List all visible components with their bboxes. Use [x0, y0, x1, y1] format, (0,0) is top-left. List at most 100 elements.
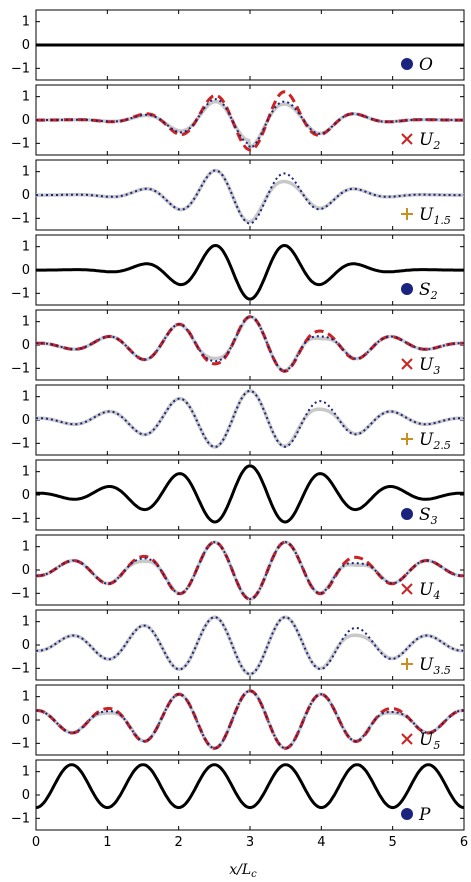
panel-frame	[35, 459, 465, 531]
panel-frame	[35, 759, 465, 831]
y-tick-label: 1	[22, 15, 30, 30]
panel-7: 1 0 −1 U4	[11, 534, 465, 606]
y-tick-label: −1	[11, 136, 30, 151]
y-tick-label: 1	[22, 465, 30, 480]
y-tick-label: 0	[22, 563, 30, 578]
panel-2: 1 0 −1 U1.5	[11, 159, 465, 231]
series-line	[35, 243, 465, 301]
panel-label: U5	[419, 730, 440, 752]
panel-1: 1 0 −1 U2	[11, 84, 465, 156]
panel-label: U2.5	[419, 430, 451, 452]
y-tick-label: 1	[22, 165, 30, 180]
panel-label-sub: 2	[432, 139, 440, 152]
panel-6: 1 0 −1 S3	[11, 459, 465, 531]
panel-label-sub: 1.5	[433, 214, 451, 227]
y-tick-label: 1	[22, 615, 30, 630]
plus-marker	[401, 433, 413, 445]
series-navy-dotted-line	[36, 389, 464, 449]
series-gray-line	[35, 540, 465, 601]
y-tick-label: −1	[11, 211, 30, 226]
panel-label: U3.5	[419, 655, 451, 677]
y-tick-label: 0	[22, 788, 30, 803]
y-tick-label: 0	[22, 263, 30, 278]
y-tick-label: 1	[22, 240, 30, 255]
panel-label: S3	[419, 505, 438, 527]
y-tick-label: 1	[22, 690, 30, 705]
panel-label-main: P	[418, 805, 431, 825]
panel-label: P	[418, 805, 431, 825]
y-tick-label: −1	[11, 586, 30, 601]
y-tick-label: −1	[11, 736, 30, 751]
panel-frame	[35, 309, 465, 381]
series-line	[36, 464, 464, 524]
panel-label-sub: 3	[433, 364, 440, 377]
series-navy-dotted-line	[35, 616, 465, 676]
y-tick-label: 0	[22, 38, 30, 53]
series-navy-dotted-line	[35, 169, 465, 225]
y-tick-label: −1	[11, 61, 30, 76]
panel-label-sub: 3	[431, 514, 438, 527]
series-line	[35, 763, 465, 810]
y-tick-label: −1	[11, 511, 30, 526]
y-tick-label: −1	[11, 661, 30, 676]
series-red-dashed-line	[35, 540, 465, 601]
y-tick-label: 1	[22, 765, 30, 780]
panel-frame	[35, 609, 465, 681]
x-tick-label: 1	[103, 835, 111, 850]
x-tick-label: 0	[32, 835, 40, 850]
x-marker	[401, 133, 413, 145]
series-navy-dotted-line	[35, 541, 465, 601]
y-tick-label: 0	[22, 338, 30, 353]
panel-4: 1 0 −1 U3	[11, 309, 465, 381]
y-tick-label: 1	[22, 390, 30, 405]
panel-label-main: S	[419, 505, 431, 525]
y-tick-label: 0	[22, 113, 30, 128]
series-navy-dotted-line	[36, 315, 464, 372]
y-tick-label: 0	[22, 488, 30, 503]
panel-label-main: U	[419, 205, 434, 225]
panel-label-main: U	[419, 730, 434, 750]
panel-label-main: U	[419, 430, 434, 450]
panel-10: 1 0 −1 P	[11, 759, 465, 831]
series-navy-dotted-line	[36, 98, 465, 150]
y-tick-label: 1	[22, 90, 30, 105]
y-tick-label: 0	[22, 413, 30, 428]
panel-label-sub: 2	[430, 289, 438, 302]
y-tick-label: 1	[22, 540, 30, 555]
x-marker	[401, 583, 413, 595]
panel-frame	[35, 684, 465, 756]
y-tick-label: −1	[11, 286, 30, 301]
x-tick-label: 6	[460, 835, 468, 850]
series-gray-line	[35, 615, 465, 676]
series-navy-dotted-line	[36, 689, 464, 750]
panel-label-sub: 3.5	[433, 664, 451, 677]
series-gray-line	[36, 689, 464, 751]
y-tick-label: 0	[22, 713, 30, 728]
x-axis-label-sub: c	[251, 869, 257, 880]
circle-marker	[401, 283, 413, 295]
panel-8: 1 0 −1 U3.5	[11, 609, 465, 681]
y-tick-label: 1	[22, 315, 30, 330]
panel-label: U2	[419, 130, 440, 152]
panel-label: O	[419, 55, 433, 75]
y-tick-label: −1	[11, 811, 30, 826]
panel-frame	[35, 384, 465, 456]
panel-label: S2	[419, 280, 438, 302]
x-tick-label: 5	[389, 835, 397, 850]
x-tick-label: 4	[317, 835, 325, 850]
circle-marker	[401, 58, 413, 70]
y-tick-label: 0	[22, 638, 30, 653]
x-tick-label: 2	[175, 835, 183, 850]
series-gray-line	[36, 99, 465, 150]
circle-marker	[401, 508, 413, 520]
panel-label: U4	[419, 580, 440, 602]
panel-label-main: O	[419, 55, 433, 75]
panel-frame	[35, 534, 465, 606]
y-tick-label: −1	[11, 361, 30, 376]
panel-9: 1 0 −1 U5	[11, 684, 465, 756]
panel-label-sub: 5	[433, 739, 440, 752]
x-marker	[401, 733, 413, 745]
x-marker	[401, 358, 413, 370]
series-red-dashed-line	[36, 689, 464, 750]
